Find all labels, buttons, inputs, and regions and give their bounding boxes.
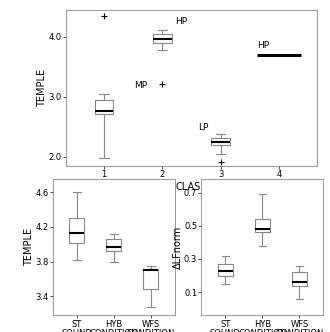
Y-axis label: TEMPLE: TEMPLE xyxy=(24,228,34,266)
Y-axis label: TEMPLE: TEMPLE xyxy=(37,69,47,107)
Text: LP: LP xyxy=(198,123,209,132)
Text: MP: MP xyxy=(134,81,148,90)
Y-axis label: ΔLFnorm: ΔLFnorm xyxy=(173,226,182,269)
Text: HP: HP xyxy=(257,41,269,50)
X-axis label: CLASS: CLASS xyxy=(176,182,207,192)
Text: HP: HP xyxy=(175,17,187,26)
